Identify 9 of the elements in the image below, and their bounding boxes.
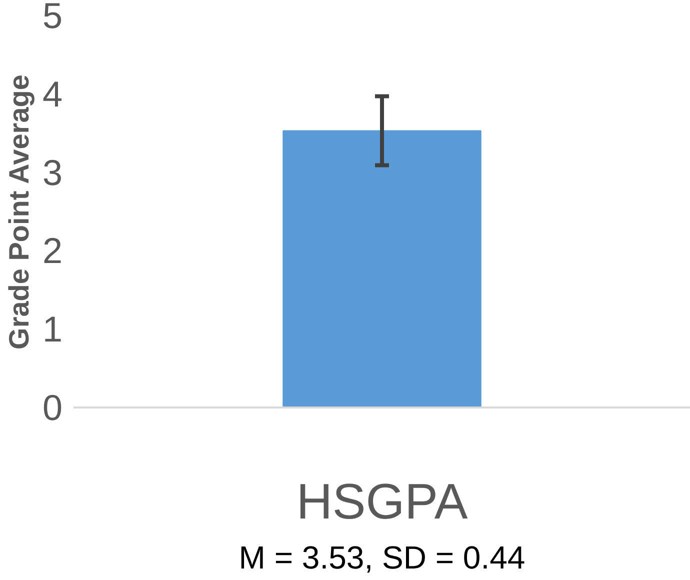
y-tick-label: 2 [42, 230, 63, 272]
y-tick-label: 4 [42, 73, 63, 114]
x-tick-label: HSGPA [296, 474, 468, 530]
y-tick-label: 1 [42, 308, 63, 350]
text: M = 3.53, SD = 0.44 [238, 540, 526, 576]
y-axis-title: Grade Point Average [3, 74, 34, 350]
y-tick-label: 3 [42, 152, 63, 193]
y-tick-label: 5 [42, 0, 63, 36]
y-tick-label: 0 [42, 387, 63, 428]
